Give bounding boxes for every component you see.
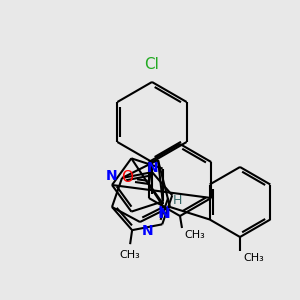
Text: CH₃: CH₃ <box>184 230 205 240</box>
Text: O: O <box>121 170 133 185</box>
Text: N: N <box>159 208 170 221</box>
Text: N: N <box>157 206 169 221</box>
Text: CH₃: CH₃ <box>243 253 264 263</box>
Text: N: N <box>105 169 117 183</box>
Text: N: N <box>147 160 159 175</box>
Text: Cl: Cl <box>145 57 159 72</box>
Text: N: N <box>142 224 154 238</box>
Text: H: H <box>172 194 182 206</box>
Text: CH₃: CH₃ <box>120 250 140 260</box>
